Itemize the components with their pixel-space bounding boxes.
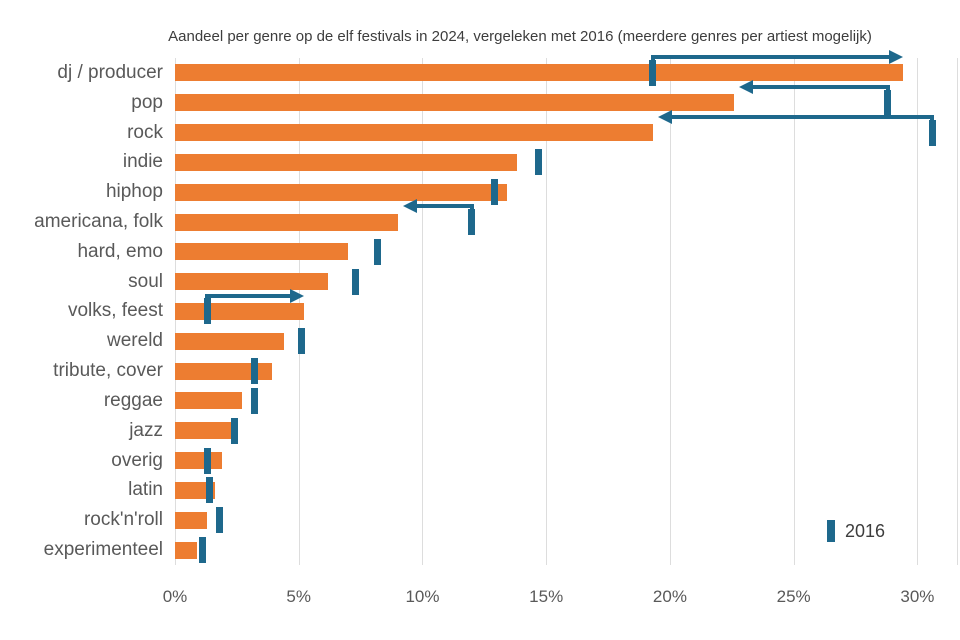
- marker-2016: [203, 298, 211, 325]
- bar-2024: [175, 452, 223, 470]
- bar-2024: [175, 481, 215, 499]
- bar-2024: [175, 243, 349, 261]
- marker-2016: [468, 209, 476, 236]
- gridline: [546, 58, 548, 565]
- chart-row: latin: [128, 476, 957, 506]
- marker-2016: [490, 179, 498, 206]
- chart-row: pop: [131, 79, 957, 118]
- category-label: experimenteel: [43, 539, 163, 561]
- category-label: tribute, cover: [53, 360, 163, 382]
- change-arrow-line: [416, 204, 474, 209]
- category-label: indie: [122, 151, 163, 173]
- bar-2024: [175, 64, 903, 82]
- marker-2016: [198, 537, 206, 564]
- category-label: pop: [131, 91, 163, 113]
- marker-2016: [297, 328, 305, 355]
- x-tick-label: 5%: [286, 587, 311, 606]
- chart-row: wereld: [107, 326, 957, 356]
- change-arrow-head: [289, 288, 304, 303]
- change-arrow-head: [402, 199, 417, 214]
- x-tick-label: 10%: [405, 587, 440, 606]
- plot-right-border: [957, 58, 958, 565]
- chart-row: reggae: [104, 386, 957, 416]
- x-tick-label: 25%: [776, 587, 811, 606]
- marker-2016: [352, 268, 360, 295]
- x-axis: 0% 5% 10% 15% 20% 25% 30%: [163, 587, 957, 611]
- legend-2016-marker: [827, 520, 835, 542]
- category-label: volks, feest: [67, 300, 163, 322]
- bar-2024: [175, 302, 304, 320]
- category-label: jazz: [129, 419, 163, 441]
- change-arrow-head: [657, 109, 672, 124]
- chart-row: experimenteel: [44, 535, 957, 565]
- chart-row: rock'n'roll: [84, 505, 957, 535]
- bar-2024: [175, 422, 232, 440]
- change-arrow-line: [205, 293, 290, 298]
- category-label: soul: [128, 270, 163, 292]
- category-label: hiphop: [105, 181, 163, 203]
- legend-2016-label: 2016: [845, 520, 886, 541]
- marker-2016: [216, 507, 224, 534]
- chart-row: tribute, cover: [53, 356, 957, 386]
- gridline: [793, 58, 795, 565]
- chart-row: hiphop: [106, 177, 957, 207]
- category-label: rock: [127, 121, 163, 143]
- bar-2024: [175, 511, 208, 529]
- bar-2024: [175, 124, 653, 142]
- marker-2016: [884, 89, 892, 116]
- plot-area: dj / producer pop rock indie hiphop americana…: [34, 50, 958, 565]
- category-label: latin: [128, 479, 163, 501]
- bar-2024: [175, 541, 198, 559]
- category-label: dj / producer: [57, 61, 163, 83]
- marker-2016: [928, 119, 936, 146]
- change-arrow-line: [671, 114, 935, 119]
- bar-2024: [175, 362, 272, 380]
- marker-2016: [535, 149, 543, 176]
- gridline: [917, 58, 919, 565]
- chart-row: dj / producer: [57, 50, 957, 88]
- chart-row: overig: [111, 446, 957, 476]
- x-tick-label: 30%: [900, 587, 935, 606]
- marker-2016: [203, 447, 211, 474]
- bar-2024: [175, 153, 517, 171]
- marker-2016: [374, 238, 382, 265]
- marker-2016: [649, 59, 657, 86]
- change-arrow-line: [650, 55, 889, 59]
- bar-2024: [175, 392, 242, 410]
- category-label: rock'n'roll: [83, 509, 163, 531]
- category-label: overig: [111, 449, 163, 471]
- marker-2016: [206, 477, 214, 504]
- category-label: americana, folk: [34, 211, 163, 233]
- chart-row: volks, feest: [68, 288, 957, 327]
- chart-row: hard, emo: [77, 237, 957, 267]
- x-tick-label: 0%: [162, 587, 188, 606]
- marker-2016: [250, 358, 258, 385]
- marker-2016: [250, 387, 258, 414]
- x-tick-label: 15%: [529, 587, 564, 606]
- bar-2024: [175, 94, 735, 112]
- category-label: hard, emo: [77, 240, 163, 262]
- category-label: wereld: [107, 330, 163, 352]
- change-arrow-head: [888, 50, 903, 64]
- gridline: [422, 58, 424, 565]
- category-label: reggae: [103, 389, 163, 411]
- chart-row: rock: [127, 109, 957, 148]
- chart-row: americana, folk: [34, 199, 957, 237]
- chart-row: indie: [123, 147, 957, 177]
- chart-row: jazz: [129, 416, 957, 446]
- bar-2024: [175, 273, 329, 291]
- change-arrow-line: [753, 84, 890, 89]
- gridline: [669, 58, 671, 565]
- chart-row: soul: [128, 267, 957, 297]
- bar-2024: [175, 183, 507, 201]
- marker-2016: [230, 417, 238, 444]
- legend: 2016: [827, 520, 885, 542]
- chart-title: Aandeel per genre op de elf festivals in…: [168, 28, 872, 45]
- x-tick-label: 20%: [652, 587, 687, 606]
- bar-2024: [175, 332, 284, 350]
- change-arrow-head: [739, 79, 754, 94]
- bar-2024: [175, 213, 398, 231]
